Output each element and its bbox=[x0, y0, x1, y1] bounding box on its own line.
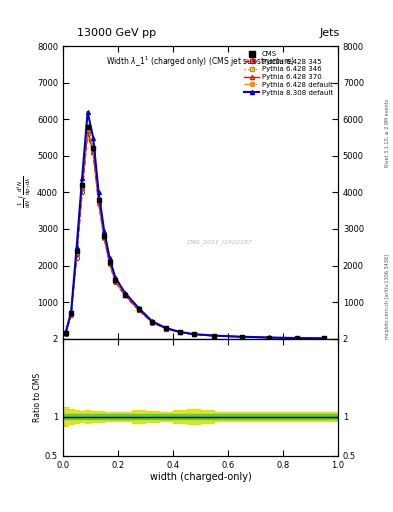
Point bbox=[101, 232, 107, 240]
Point bbox=[321, 334, 327, 343]
Point bbox=[177, 328, 183, 336]
Y-axis label: $\frac{1}{\mathrm{d}N}\,/\,\frac{\mathrm{d}^2N}{\mathrm{d}p_T\,\mathrm{d}\lambda: $\frac{1}{\mathrm{d}N}\,/\,\frac{\mathrm… bbox=[15, 176, 33, 208]
Point bbox=[211, 332, 217, 340]
Text: Rivet 3.1.10, ≥ 2.9M events: Rivet 3.1.10, ≥ 2.9M events bbox=[385, 99, 389, 167]
X-axis label: width (charged-only): width (charged-only) bbox=[150, 472, 251, 482]
Point bbox=[90, 144, 96, 153]
Point bbox=[84, 122, 91, 131]
Point bbox=[107, 258, 113, 266]
Point bbox=[79, 181, 85, 189]
Point bbox=[266, 333, 272, 342]
Text: Jets: Jets bbox=[320, 28, 340, 38]
Point bbox=[136, 305, 142, 313]
Point bbox=[112, 276, 118, 284]
Point bbox=[191, 330, 197, 338]
Point bbox=[95, 196, 102, 204]
Y-axis label: Ratio to CMS: Ratio to CMS bbox=[33, 373, 42, 422]
Point bbox=[62, 329, 69, 337]
Point bbox=[163, 324, 169, 332]
Point bbox=[149, 318, 156, 326]
Text: 13000 GeV pp: 13000 GeV pp bbox=[77, 28, 156, 38]
Point bbox=[122, 291, 128, 299]
Point bbox=[239, 333, 245, 341]
Point bbox=[294, 334, 300, 342]
Text: mcplots.cern.ch [arXiv:1306.3436]: mcplots.cern.ch [arXiv:1306.3436] bbox=[385, 254, 389, 339]
Text: Width $\lambda\_1^1$ (charged only) (CMS jet substructure): Width $\lambda\_1^1$ (charged only) (CMS… bbox=[106, 55, 295, 69]
Text: CMS_2021_I1920187: CMS_2021_I1920187 bbox=[187, 239, 253, 245]
Point bbox=[68, 309, 74, 317]
Point bbox=[73, 247, 80, 255]
Legend: CMS, Pythia 6.428 345, Pythia 6.428 346, Pythia 6.428 370, Pythia 6.428 default,: CMS, Pythia 6.428 345, Pythia 6.428 346,… bbox=[242, 50, 334, 97]
